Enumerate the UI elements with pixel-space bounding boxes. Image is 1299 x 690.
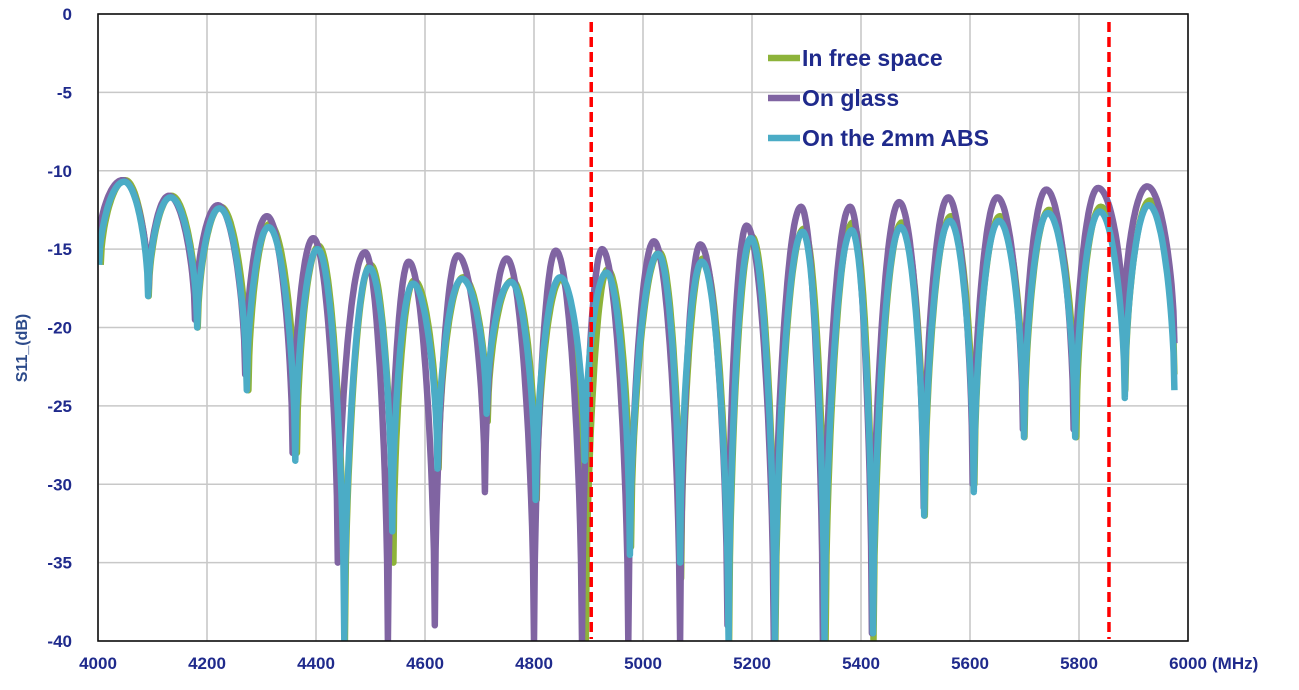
y-tick-label: -35 [47, 554, 72, 573]
x-tick-label: 6000 [1169, 654, 1207, 673]
x-tick-label: 5800 [1060, 654, 1098, 673]
y-tick-label: -40 [47, 632, 72, 651]
y-tick-label: -10 [47, 162, 72, 181]
legend-label-2: On the 2mm ABS [802, 125, 989, 151]
y-tick-label: -20 [47, 319, 72, 338]
y-tick-label: -25 [47, 397, 72, 416]
y-tick-label: 0 [63, 5, 72, 24]
x-tick-label: 4600 [406, 654, 444, 673]
x-tick-label: 5400 [842, 654, 880, 673]
x-tick-label: 4000 [79, 654, 117, 673]
x-tick-label: 4800 [515, 654, 553, 673]
x-tick-label: 5200 [733, 654, 771, 673]
legend: In free space On glass On the 2mm ABS [768, 45, 989, 151]
y-axis-label: S11_(dB) [14, 314, 31, 382]
x-tick-label: 5000 [624, 654, 662, 673]
x-axis-ticks: 4000 4200 4400 4600 4800 5000 5200 5400 5600 5800… [79, 654, 1207, 673]
y-axis-ticks: 0 -5 -10 -15 -20 -25 -30 -35 -40 [47, 5, 72, 651]
legend-label-1: On glass [802, 85, 899, 111]
legend-label-0: In free space [802, 45, 943, 71]
y-tick-label: -5 [57, 83, 72, 102]
y-tick-label: -15 [47, 240, 72, 259]
x-axis-unit-label: (MHz) [1212, 654, 1258, 673]
x-tick-label: 4400 [297, 654, 335, 673]
x-tick-label: 5600 [951, 654, 989, 673]
y-tick-label: -30 [47, 475, 72, 494]
series-line-2 [99, 182, 1174, 641]
x-tick-label: 4200 [188, 654, 226, 673]
